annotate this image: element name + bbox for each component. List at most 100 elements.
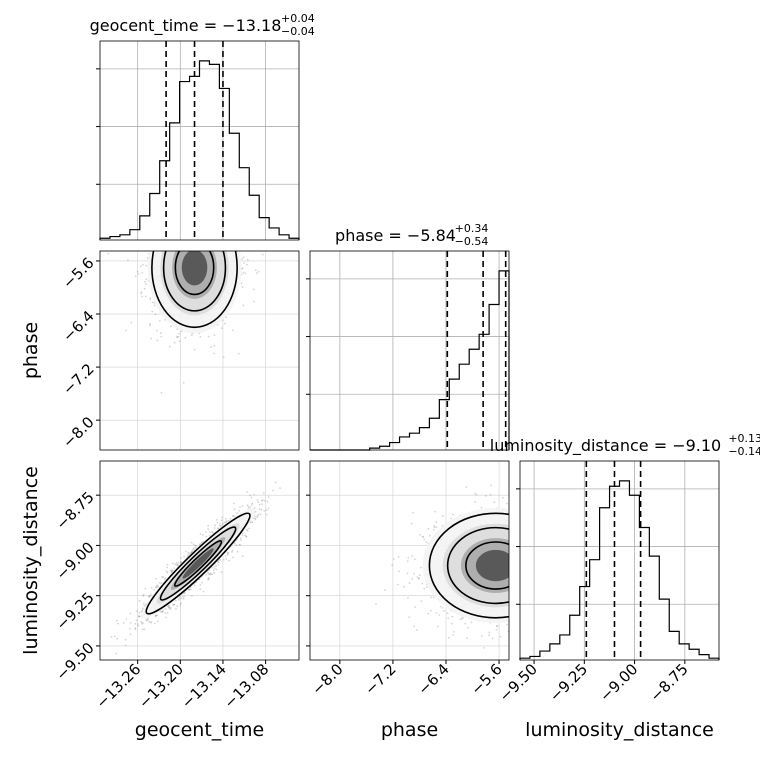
scatter-point — [510, 618, 512, 620]
scatter-point — [488, 631, 491, 634]
scatter-point — [185, 242, 187, 244]
scatter-point — [183, 595, 186, 598]
scatter-point — [175, 222, 177, 224]
scatter-point — [235, 544, 238, 547]
scatter-point — [530, 548, 532, 550]
scatter-point — [202, 242, 204, 244]
scatter-point — [529, 582, 531, 584]
x-tick-label: −13.14 — [178, 660, 230, 712]
scatter-point — [191, 229, 193, 231]
scatter-point — [191, 226, 193, 228]
scatter-point — [205, 574, 208, 576]
scatter-point — [172, 195, 174, 197]
scatter-point — [263, 500, 266, 502]
scatter-point — [160, 391, 163, 394]
scatter-point — [205, 236, 207, 238]
scatter-point — [219, 248, 221, 250]
scatter-point — [212, 565, 215, 568]
scatter-point — [143, 604, 146, 607]
scatter-point — [549, 533, 551, 535]
scatter-point — [229, 517, 232, 520]
scatter-point — [603, 556, 605, 558]
scatter-point — [216, 216, 218, 218]
density-contour — [465, 541, 509, 590]
scatter-point — [411, 577, 413, 580]
scatter-point — [251, 521, 254, 524]
scatter-point — [531, 553, 533, 555]
scatter-point — [238, 543, 241, 546]
scatter-point — [523, 580, 525, 582]
scatter-point — [555, 619, 557, 621]
joint-panel-geocent_time-luminosity_distance — [99, 460, 300, 661]
scatter-point — [164, 608, 167, 610]
scatter-point — [511, 566, 513, 568]
scatter-point — [406, 560, 409, 563]
scatter-point — [423, 587, 426, 590]
scatter-point — [175, 223, 177, 225]
scatter-point — [512, 570, 514, 572]
scatter-point — [215, 242, 217, 244]
scatter-point — [202, 590, 205, 593]
scatter-point — [540, 543, 542, 545]
scatter-point — [528, 612, 530, 614]
scatter-point — [527, 559, 529, 561]
scatter-point — [181, 243, 183, 245]
scatter-point — [553, 549, 555, 551]
scatter-point — [555, 528, 557, 530]
scatter-point — [513, 566, 515, 568]
x-tick-label: −9.25 — [546, 660, 591, 705]
scatter-point — [138, 611, 141, 614]
scatter-point — [209, 230, 211, 232]
scatter-point — [206, 247, 208, 249]
scatter-point — [253, 493, 256, 496]
scatter-point — [129, 627, 131, 630]
scatter-point — [173, 248, 175, 250]
scatter-point — [228, 559, 230, 562]
scatter-point — [192, 222, 194, 224]
scatter-point — [218, 237, 220, 239]
scatter-point — [265, 513, 268, 516]
scatter-point — [200, 225, 202, 227]
scatter-point — [227, 551, 230, 554]
scatter-point — [192, 230, 194, 232]
scatter-point — [260, 499, 263, 502]
scatter-point — [391, 564, 394, 567]
scatter-point — [530, 568, 532, 570]
joint-contents — [100, 461, 299, 660]
scatter-point — [192, 238, 194, 240]
scatter-point — [145, 619, 148, 621]
scatter-point — [513, 586, 515, 588]
joint-contents — [100, 195, 299, 450]
scatter-point — [205, 217, 207, 219]
scatter-point — [213, 233, 215, 235]
scatter-point — [129, 633, 132, 636]
scatter-point — [510, 571, 512, 573]
scatter-point — [160, 582, 163, 585]
scatter-point — [417, 577, 420, 580]
scatter-point — [192, 246, 194, 248]
scatter-point — [178, 340, 181, 342]
scatter-point — [539, 609, 541, 611]
scatter-point — [184, 242, 186, 244]
scatter-point — [174, 237, 176, 239]
scatter-point — [510, 553, 512, 555]
scatter-point — [187, 226, 189, 228]
scatter-point — [513, 567, 515, 569]
scatter-point — [188, 552, 191, 555]
scatter-point — [241, 555, 244, 558]
scatter-point — [529, 582, 531, 584]
scatter-point — [526, 589, 528, 591]
scatter-point — [225, 557, 228, 560]
scatter-point — [169, 325, 172, 328]
title-lower-error: −0.04 — [281, 25, 315, 38]
scatter-point — [512, 547, 514, 549]
scatter-point — [253, 515, 256, 518]
scatter-point — [548, 579, 550, 581]
scatter-point — [171, 204, 173, 206]
scatter-point — [522, 510, 524, 512]
y-tick-label: −6.4 — [59, 307, 97, 345]
scatter-point — [556, 562, 558, 564]
scatter-point — [545, 542, 547, 544]
scatter-point — [536, 547, 538, 549]
